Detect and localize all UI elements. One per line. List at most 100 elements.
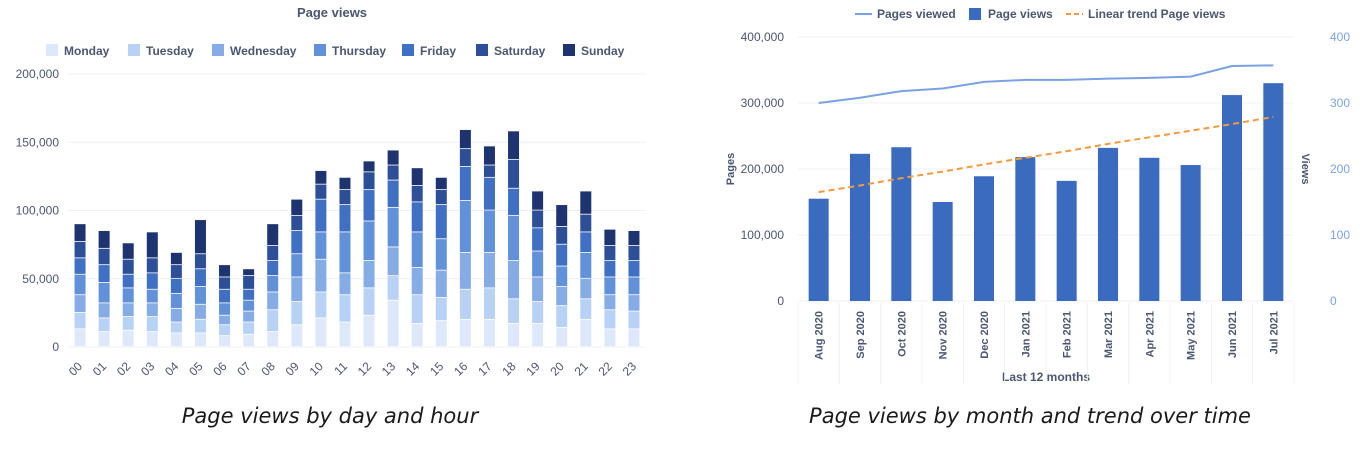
bar-segment-wednesday-01 [98, 303, 110, 318]
legend-swatch-wednesday [212, 44, 224, 56]
bar-segment-monday-22 [604, 329, 616, 347]
bar-segment-thursday-13 [387, 207, 399, 247]
legend-label-sunday: Sunday [581, 44, 625, 58]
bar-segment-monday-05 [194, 333, 206, 347]
bar-segment-thursday-01 [98, 282, 110, 303]
bar-segment-friday-09 [291, 230, 303, 254]
legend-label-tuesday: Tuesday [146, 44, 194, 58]
x-tick-label: Nov 2020 [938, 311, 950, 359]
y-axis-title: Pages [725, 153, 737, 185]
legend-label-wednesday: Wednesday [230, 44, 297, 58]
bar-segment-tuesday-00 [74, 312, 86, 329]
bar-segment-monday-16 [459, 319, 471, 347]
bar-segment-saturday-19 [532, 210, 544, 228]
bar-segment-sunday-16 [459, 129, 471, 149]
bar-segment-saturday-15 [435, 190, 447, 205]
right-chart-caption: Page views by month and trend over time [809, 404, 1251, 428]
bar-segment-monday-04 [170, 333, 182, 347]
bar-segment-tuesday-23 [628, 311, 640, 329]
bar-segment-wednesday-23 [628, 295, 640, 311]
y-tick-label: 200,000 [16, 67, 60, 81]
bar-segment-monday-14 [411, 323, 423, 347]
bar-segment-saturday-21 [580, 214, 592, 232]
bar-segment-thursday-14 [411, 232, 423, 268]
bar-segment-wednesday-19 [532, 277, 544, 302]
bar-segment-monday-06 [219, 336, 231, 347]
bar-segment-saturday-05 [194, 254, 206, 269]
legend-label-page-views: Page views [988, 7, 1053, 21]
legend-swatch-friday [402, 44, 414, 56]
bar-segment-monday-23 [628, 329, 640, 347]
bar-segment-thursday-17 [483, 210, 495, 253]
bar-segment-friday-11 [339, 205, 351, 232]
bar-segment-thursday-11 [339, 232, 351, 273]
bar-segment-monday-13 [387, 300, 399, 347]
bar-segment-monday-07 [243, 334, 255, 347]
bar-segment-tuesday-09 [291, 301, 303, 325]
legend-label-thursday: Thursday [332, 44, 386, 58]
bar-segment-wednesday-14 [411, 267, 423, 295]
bar-segment-wednesday-11 [339, 273, 351, 295]
bar-segment-monday-20 [556, 327, 568, 347]
bar-segment-thursday-02 [122, 288, 134, 303]
bar-segment-sunday-06 [219, 265, 231, 277]
bar-segment-friday-04 [170, 278, 182, 293]
x-tick-label: Jan 2021 [1020, 311, 1032, 357]
bar-segment-friday-06 [219, 289, 231, 303]
legend-label-pages-viewed: Pages viewed [877, 7, 956, 21]
bar-segment-monday-15 [435, 321, 447, 347]
bar-segment-tuesday-13 [387, 276, 399, 300]
bar-segment-sunday-23 [628, 230, 640, 246]
bar-segment-friday-20 [556, 244, 568, 266]
bar-segment-saturday-18 [508, 159, 520, 188]
bar-segment-wednesday-09 [291, 277, 303, 302]
bar-segment-wednesday-17 [483, 252, 495, 288]
bar-segment-friday-12 [363, 190, 375, 221]
bar-segment-wednesday-04 [170, 308, 182, 322]
x-tick-label: Aug 2020 [814, 311, 826, 360]
bar-segment-friday-19 [532, 228, 544, 251]
bar-segment-sunday-21 [580, 191, 592, 214]
bar-segment-friday-21 [580, 232, 592, 253]
bar-segment-sunday-22 [604, 229, 616, 246]
line-pages-viewed [818, 64, 1274, 104]
bar-segment-tuesday-17 [483, 288, 495, 319]
bar-segment-sunday-00 [74, 224, 86, 242]
bar-segment-thursday-16 [459, 200, 471, 253]
chart-title: Page views [297, 5, 367, 20]
bar-segment-friday-10 [315, 199, 327, 232]
bar-segment-wednesday-03 [146, 303, 158, 317]
bar-segment-friday-01 [98, 265, 110, 283]
x-tick-label: Apr 2021 [1144, 311, 1156, 357]
bar-segment-friday-08 [267, 261, 279, 276]
bar-segment-monday-19 [532, 323, 544, 347]
bar-segment-thursday-08 [267, 276, 279, 292]
bar-segment-saturday-13 [387, 165, 399, 180]
bar-segment-sunday-04 [170, 252, 182, 265]
bar-segment-saturday-17 [483, 165, 495, 177]
bar-segment-friday-07 [243, 289, 255, 300]
bar-segment-friday-00 [74, 258, 86, 274]
bar-page-views-aug-2020 [808, 198, 829, 301]
bar-segment-tuesday-19 [532, 301, 544, 323]
x-tick-label: Sep 2020 [855, 311, 867, 359]
bar-segment-thursday-18 [508, 215, 520, 261]
bar-segment-tuesday-05 [194, 319, 206, 333]
bar-page-views-may-2021 [1180, 165, 1201, 301]
bar-segment-tuesday-04 [170, 322, 182, 333]
bar-page-views-feb-2021 [1056, 180, 1077, 301]
bar-segment-tuesday-20 [556, 306, 568, 328]
bar-segment-tuesday-08 [267, 310, 279, 332]
bar-segment-tuesday-21 [580, 299, 592, 319]
bar-page-views-jul-2021 [1263, 83, 1284, 301]
bar-segment-tuesday-06 [219, 325, 231, 336]
bar-segment-saturday-23 [628, 245, 640, 261]
bar-segment-tuesday-11 [339, 295, 351, 322]
page-views-by-day-hour-chart: Page views Monday Tuesday Wednesday Thursday… [16, 5, 646, 379]
y2-axis-title: Views [1299, 154, 1311, 185]
bar-segment-wednesday-13 [387, 247, 399, 276]
bar-page-views-nov-2020 [932, 202, 953, 301]
bar-segment-wednesday-00 [74, 295, 86, 313]
bar-segment-saturday-09 [291, 215, 303, 231]
bar-segment-saturday-06 [219, 277, 231, 289]
